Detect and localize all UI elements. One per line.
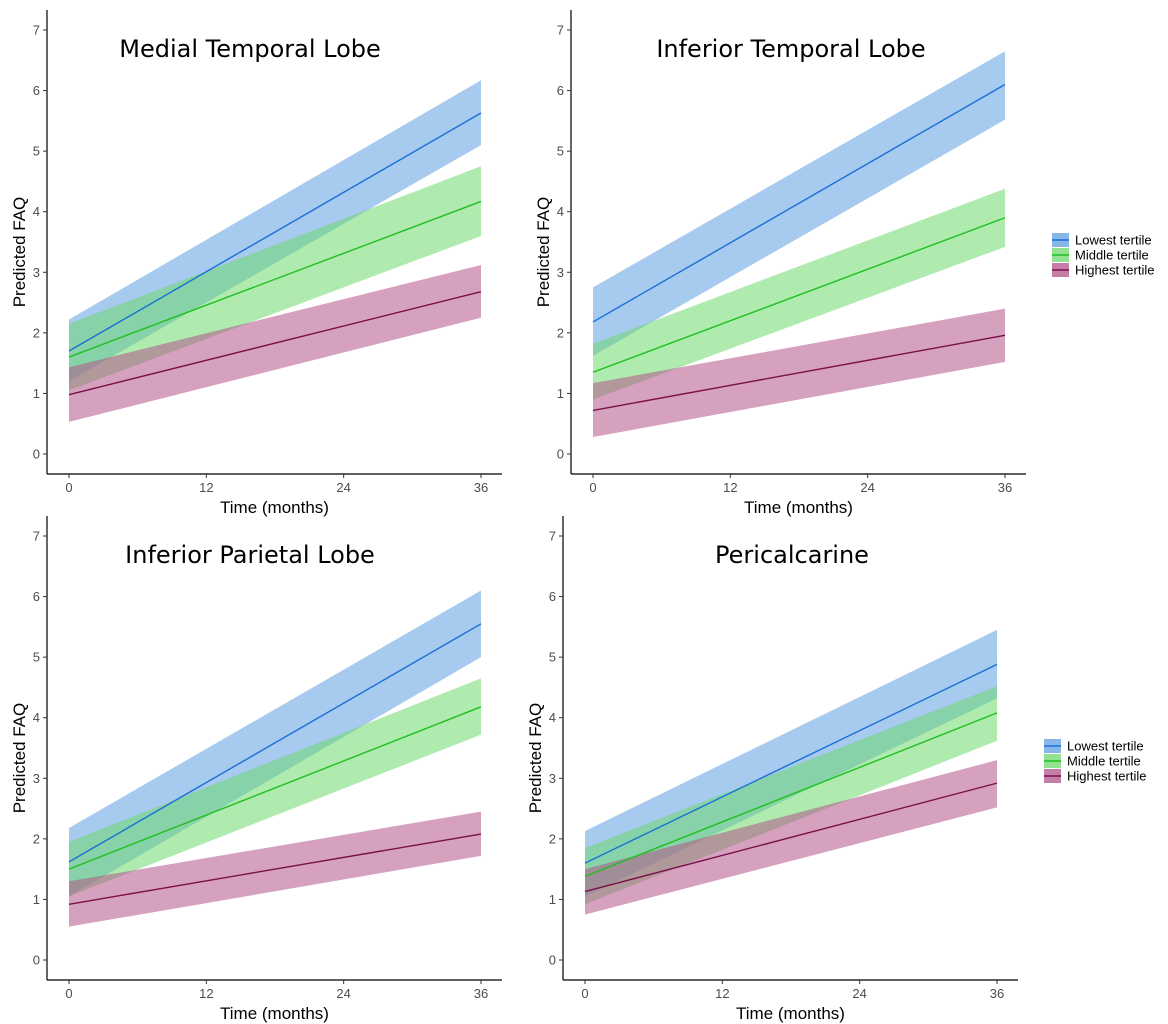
legend-label-lowest-tertile: Lowest tertile — [1075, 233, 1152, 248]
confidence-band-middle-tertile — [69, 166, 481, 391]
x-axis-title: Time (months) — [736, 1004, 845, 1023]
panel-title: Inferior Parietal Lobe — [125, 541, 375, 569]
y-tick-label: 1 — [33, 892, 40, 907]
x-tick-label: 24 — [336, 986, 350, 1001]
y-tick-label: 7 — [33, 529, 40, 544]
y-tick-label: 0 — [33, 447, 40, 462]
y-axis-title: Predicted FAQ — [10, 703, 29, 814]
y-tick-label: 1 — [557, 386, 564, 401]
x-tick-label: 36 — [998, 480, 1012, 495]
series-line-highest-tertile — [584, 782, 998, 893]
y-tick-label: 2 — [549, 831, 556, 846]
x-axis-title: Time (months) — [744, 498, 853, 517]
y-tick-label: 4 — [557, 204, 564, 219]
y-axis-title: Predicted FAQ — [10, 197, 29, 308]
y-tick-label: 3 — [33, 771, 40, 786]
y-tick-label: 0 — [33, 953, 40, 968]
series-line-highest-tertile — [592, 334, 1006, 412]
x-tick-label: 24 — [852, 986, 866, 1001]
x-tick-label: 24 — [336, 480, 350, 495]
series-line-lowest-tertile — [584, 663, 998, 864]
panel-title: Medial Temporal Lobe — [119, 35, 381, 63]
x-axis-title: Time (months) — [220, 498, 329, 517]
y-tick-label: 6 — [549, 589, 556, 604]
y-tick-label: 3 — [557, 265, 564, 280]
x-tick-label: 24 — [860, 480, 874, 495]
x-tick-label: 36 — [474, 986, 488, 1001]
x-tick-label: 0 — [65, 480, 72, 495]
legend-label-middle-tertile: Middle tertile — [1075, 248, 1149, 263]
x-tick-label: 36 — [990, 986, 1004, 1001]
panel-title: Pericalcarine — [715, 541, 869, 569]
series-line-middle-tertile — [68, 200, 482, 358]
x-axis-title: Time (months) — [220, 1004, 329, 1023]
x-tick-label: 0 — [65, 986, 72, 1001]
y-tick-label: 6 — [557, 83, 564, 98]
series-line-lowest-tertile — [68, 623, 482, 863]
series-line-middle-tertile — [584, 712, 998, 878]
series-line-lowest-tertile — [68, 112, 482, 352]
series-line-middle-tertile — [592, 217, 1006, 373]
y-axis-title: Predicted FAQ — [526, 703, 545, 814]
y-tick-label: 6 — [33, 589, 40, 604]
legend-label-middle-tertile: Middle tertile — [1067, 754, 1141, 769]
legend-label-highest-tertile: Highest tertile — [1067, 769, 1146, 784]
panel-title: Inferior Temporal Lobe — [656, 35, 925, 63]
y-tick-label: 1 — [33, 386, 40, 401]
y-tick-label: 6 — [33, 83, 40, 98]
y-tick-label: 0 — [549, 953, 556, 968]
x-tick-label: 12 — [199, 480, 213, 495]
y-tick-label: 5 — [33, 650, 40, 665]
y-tick-label: 2 — [33, 831, 40, 846]
y-tick-label: 5 — [557, 144, 564, 159]
x-tick-label: 0 — [589, 480, 596, 495]
series-line-middle-tertile — [68, 706, 482, 870]
y-tick-label: 7 — [557, 23, 564, 38]
series-line-highest-tertile — [68, 833, 482, 905]
y-tick-label: 0 — [557, 447, 564, 462]
y-tick-label: 1 — [549, 892, 556, 907]
y-axis-title: Predicted FAQ — [534, 197, 553, 308]
y-tick-label: 5 — [549, 650, 556, 665]
y-tick-label: 4 — [33, 204, 40, 219]
x-tick-label: 12 — [715, 986, 729, 1001]
legend-label-lowest-tertile: Lowest tertile — [1067, 739, 1144, 754]
y-tick-label: 7 — [549, 529, 556, 544]
legend-label-highest-tertile: Highest tertile — [1075, 263, 1154, 278]
y-tick-label: 2 — [33, 325, 40, 340]
x-tick-label: 36 — [474, 480, 488, 495]
series-line-highest-tertile — [68, 290, 482, 396]
confidence-band-middle-tertile — [593, 188, 1005, 400]
y-tick-label: 3 — [33, 265, 40, 280]
x-tick-label: 0 — [581, 986, 588, 1001]
y-tick-label: 2 — [557, 325, 564, 340]
y-tick-label: 5 — [33, 144, 40, 159]
x-tick-label: 12 — [723, 480, 737, 495]
y-tick-label: 3 — [549, 771, 556, 786]
y-tick-label: 4 — [33, 710, 40, 725]
y-tick-label: 4 — [549, 710, 556, 725]
y-tick-label: 7 — [33, 23, 40, 38]
series-line-lowest-tertile — [592, 83, 1006, 323]
x-tick-label: 12 — [199, 986, 213, 1001]
